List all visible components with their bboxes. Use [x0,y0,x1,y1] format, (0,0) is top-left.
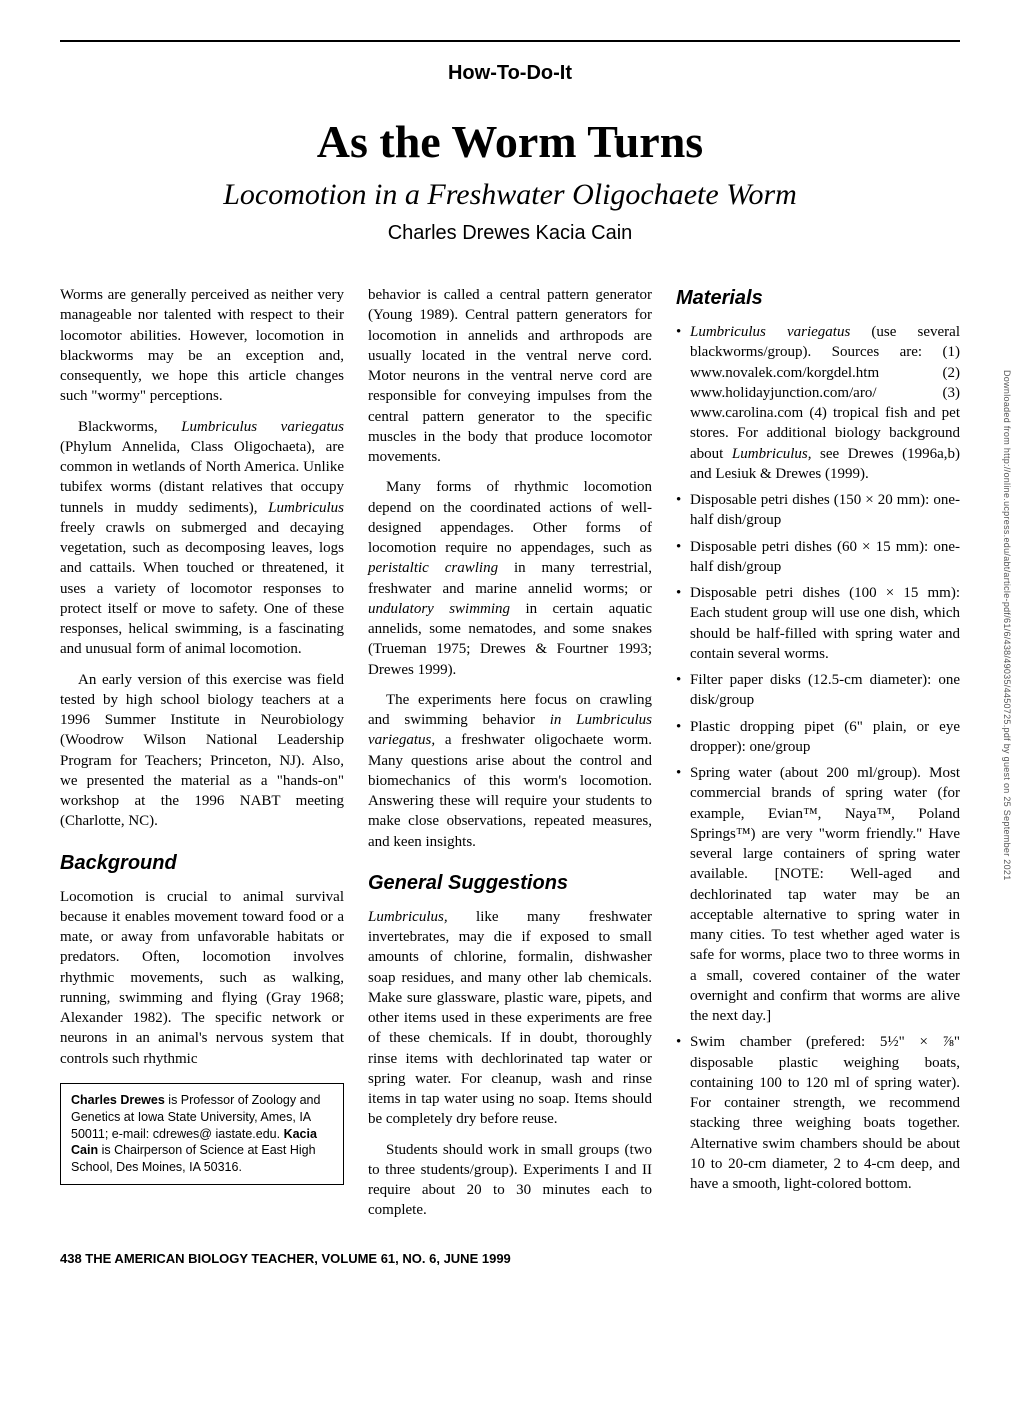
materials-item-5: Plastic dropping pipet (6" plain, or eye… [676,717,960,758]
background-p2: behavior is called a central pattern gen… [368,285,652,467]
mat0-i2: Lumbriculus, [732,446,812,462]
section-label: How-To-Do-It [60,62,960,85]
materials-heading: Materials [676,285,960,312]
background-p1: Locomotion is crucial to animal survival… [60,887,344,1069]
materials-item-1: Disposable petri dishes (150 × 20 mm): o… [676,490,960,531]
intro-p2: Blackworms, Lumbriculus variegatus (Phyl… [60,417,344,660]
bg-p3-a: Many forms of rhythmic locomotion depend… [368,479,652,556]
bg-p3-i2: undulatory swimming [368,601,510,617]
mat0-t: (use several blackworms/group). Sources … [690,324,960,462]
gen-p1-i: Lumbriculus, [368,909,448,925]
background-p4: The experiments here focus on crawling a… [368,690,652,852]
general-p2: Students should work in small groups (tw… [368,1140,652,1221]
author-bio-box: Charles Drewes is Professor of Zoology a… [60,1083,344,1185]
article-subtitle: Locomotion in a Freshwater Oligochaete W… [60,178,960,212]
bg-p4-b: a freshwater oligochaete worm. Many ques… [368,732,652,849]
background-heading: Background [60,850,344,877]
intro-p1: Worms are generally perceived as neither… [60,285,344,407]
materials-item-3: Disposable petri dishes (100 × 15 mm): E… [676,583,960,664]
intro-p2-i2: Lumbriculus [268,500,344,516]
materials-item-6: Spring water (about 200 ml/group). Most … [676,763,960,1026]
page-footer: 438 THE AMERICAN BIOLOGY TEACHER, VOLUME… [60,1251,960,1266]
general-heading: General Suggestions [368,870,652,897]
body-columns: Worms are generally perceived as neither… [60,285,960,1221]
intro-p2-a: Blackworms, [78,419,181,435]
intro-p2-i: Lumbriculus variegatus [181,419,344,435]
materials-item-4: Filter paper disks (12.5-cm diameter): o… [676,670,960,711]
intro-p2-c: freely crawls on submerged and decaying … [60,520,344,658]
gen-p1-a: like many freshwater invertebrates, may … [368,909,652,1128]
materials-item-0: Lumbriculus variegatus (use several blac… [676,322,960,484]
intro-p3: An early version of this exercise was fi… [60,670,344,832]
bio-name-1: Charles Drewes [71,1093,165,1107]
background-p3: Many forms of rhythmic locomotion depend… [368,477,652,680]
article-title: As the Worm Turns [60,115,960,168]
article-authors: Charles Drewes Kacia Cain [60,222,960,245]
download-watermark: Downloaded from http://online.ucpress.ed… [1002,370,1012,881]
top-rule [60,40,960,42]
materials-item-2: Disposable petri dishes (60 × 15 mm): on… [676,537,960,578]
general-p1: Lumbriculus, like many freshwater invert… [368,907,652,1130]
bg-p3-i1: peristaltic crawling [368,560,498,576]
bio-text-2: is Chairperson of Science at East High S… [71,1143,316,1174]
materials-list: Lumbriculus variegatus (use several blac… [676,322,960,1194]
materials-item-7: Swim chamber (prefered: 5½" × ⅞" disposa… [676,1032,960,1194]
mat0-i: Lumbriculus variegatus [690,324,850,340]
